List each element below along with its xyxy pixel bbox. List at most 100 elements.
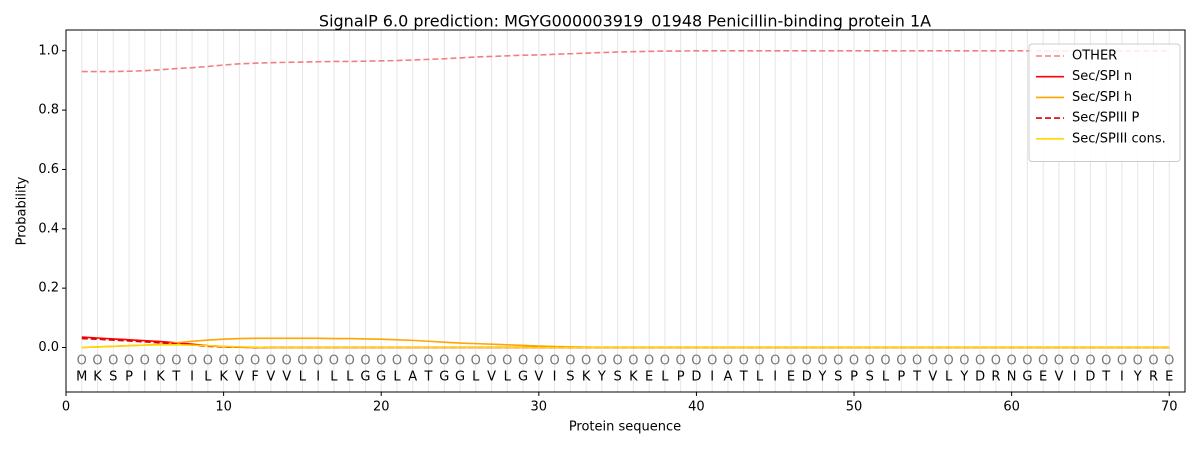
residue-label: V (266, 370, 275, 385)
prediction-label: O (1085, 353, 1095, 368)
prediction-label: O (313, 353, 323, 368)
residue-label: L (756, 370, 764, 385)
residue-label: F (251, 370, 258, 385)
prediction-label: O (959, 353, 969, 368)
residue-label: L (204, 370, 212, 385)
residue-label: S (866, 370, 874, 385)
residue-label: L (945, 370, 953, 385)
prediction-label: O (928, 353, 938, 368)
residue-label: V (534, 370, 543, 385)
series-line (81, 337, 1170, 349)
x-tick-label: 0 (62, 400, 70, 415)
residue-label: E (645, 370, 653, 385)
residue-label: P (897, 370, 905, 385)
plot-frame (65, 29, 1186, 393)
prediction-label: O (297, 353, 307, 368)
residue-label: V (282, 370, 291, 385)
legend-box (1028, 43, 1181, 162)
y-tick-label: 0.8 (38, 103, 59, 118)
x-axis-label: Protein sequence (569, 420, 681, 435)
prediction-label: O (597, 353, 607, 368)
legend-label: Sec/SPI h (1072, 90, 1132, 105)
y-axis-label: Probability (15, 176, 30, 245)
residue-label: E (787, 370, 795, 385)
residue-label: K (156, 370, 165, 385)
prediction-label: O (1007, 353, 1017, 368)
prediction-label: O (1070, 353, 1080, 368)
residue-label: Y (597, 370, 606, 385)
residue-label: R (991, 370, 1000, 385)
residue-label: D (1085, 370, 1095, 385)
prediction-label: O (266, 353, 276, 368)
prediction-label: O (770, 353, 780, 368)
legend-label: Sec/SPI n (1072, 69, 1132, 84)
residue-label: L (299, 370, 307, 385)
prediction-label: O (786, 353, 796, 368)
prediction-label: O (676, 353, 686, 368)
prediction-label: O (1038, 353, 1048, 368)
residue-label: E (1165, 370, 1173, 385)
residue-label: L (472, 370, 480, 385)
residue-label: G (376, 370, 386, 385)
residue-label: S (109, 370, 117, 385)
y-tick-label: 1.0 (38, 43, 59, 58)
residue-label: K (219, 370, 228, 385)
prediction-label: O (1054, 353, 1064, 368)
residue-label: I (143, 370, 147, 385)
prediction-label: O (534, 353, 544, 368)
prediction-label: O (282, 353, 292, 368)
residue-label: Y (959, 370, 968, 385)
residue-label: D (802, 370, 812, 385)
prediction-label: O (1133, 353, 1143, 368)
residue-label: G (360, 370, 370, 385)
legend-label: Sec/SPIII cons. (1072, 131, 1166, 146)
prediction-label: O (376, 353, 386, 368)
prediction-label: O (171, 353, 181, 368)
prediction-label: O (644, 353, 654, 368)
prediction-label: O (234, 353, 244, 368)
prediction-label: O (77, 353, 87, 368)
series-line (81, 344, 1170, 349)
prediction-label: O (455, 353, 465, 368)
prediction-label: O (140, 353, 150, 368)
x-tick-label: 30 (531, 400, 548, 415)
residue-label: S (613, 370, 621, 385)
residue-label: V (235, 370, 244, 385)
prediction-label: O (943, 353, 953, 368)
residue-label: T (912, 370, 921, 385)
prediction-label: O (502, 353, 512, 368)
prediction-label: O (1101, 353, 1111, 368)
residue-label: T (171, 370, 180, 385)
prediction-label: O (849, 353, 859, 368)
prediction-label: O (660, 353, 670, 368)
prediction-label: O (155, 353, 165, 368)
prediction-label: O (1148, 353, 1158, 368)
y-tick-label: 0.2 (38, 281, 59, 296)
prediction-label: O (518, 353, 528, 368)
residue-label: K (93, 370, 102, 385)
residue-label: P (677, 370, 685, 385)
residue-label: A (723, 370, 732, 385)
prediction-label: O (108, 353, 118, 368)
residue-label: A (408, 370, 417, 385)
series-line (81, 49, 1170, 73)
residue-label: K (629, 370, 638, 385)
y-tick-label: 0.0 (38, 340, 59, 355)
chart-title: SignalP 6.0 prediction: MGYG000003919_01… (319, 12, 931, 32)
prediction-label: O (833, 353, 843, 368)
prediction-label: O (896, 353, 906, 368)
residue-label: G (1022, 370, 1032, 385)
residue-label: L (504, 370, 512, 385)
residue-label: T (1101, 370, 1110, 385)
prediction-label: O (707, 353, 717, 368)
prediction-label: O (975, 353, 985, 368)
residue-label: I (1120, 370, 1124, 385)
prediction-label: O (408, 353, 418, 368)
x-tick-label: 60 (1003, 400, 1020, 415)
residue-label: Y (1133, 370, 1142, 385)
residue-label: S (834, 370, 842, 385)
prediction-label: O (802, 353, 812, 368)
residue-label: P (850, 370, 858, 385)
prediction-label: O (203, 353, 213, 368)
